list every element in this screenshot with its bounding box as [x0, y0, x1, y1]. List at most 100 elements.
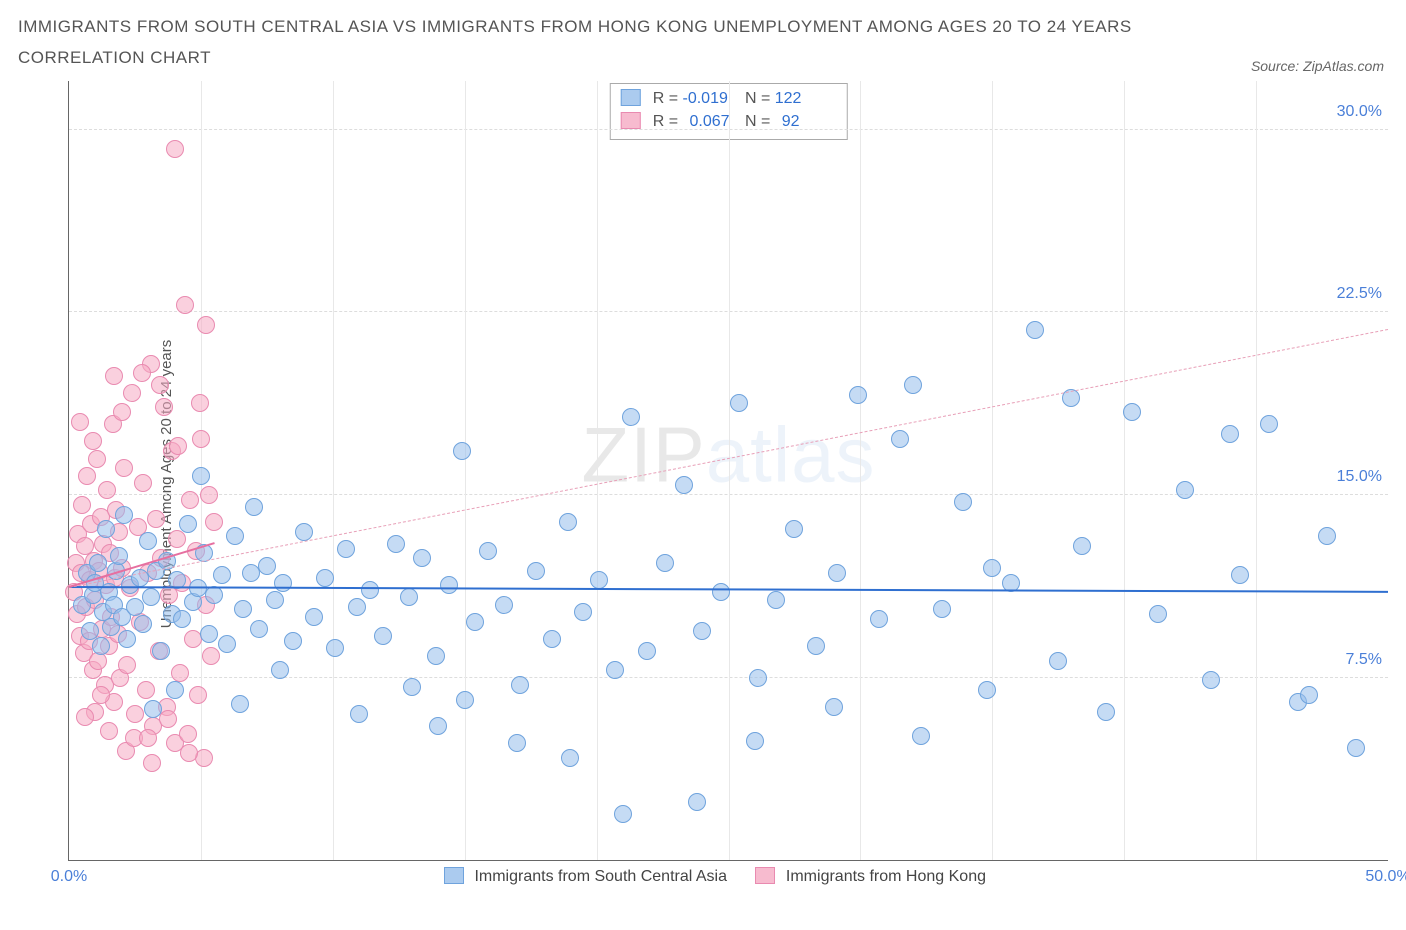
data-point-blue	[543, 630, 561, 648]
data-point-blue	[688, 793, 706, 811]
data-point-pink	[205, 513, 223, 531]
x-tick-label: 50.0%	[1365, 868, 1406, 886]
gridline-v	[992, 81, 993, 860]
data-point-blue	[427, 647, 445, 665]
data-point-blue	[891, 430, 909, 448]
data-point-blue	[400, 588, 418, 606]
data-point-blue	[295, 523, 313, 541]
data-point-blue	[266, 591, 284, 609]
data-point-blue	[825, 698, 843, 716]
data-point-blue	[115, 506, 133, 524]
data-point-pink	[139, 729, 157, 747]
data-point-blue	[110, 547, 128, 565]
data-point-pink	[115, 459, 133, 477]
data-point-blue	[305, 608, 323, 626]
data-point-blue	[250, 620, 268, 638]
chart-title-line1: IMMIGRANTS FROM SOUTH CENTRAL ASIA VS IM…	[18, 12, 1388, 43]
data-point-blue	[1318, 527, 1336, 545]
data-point-blue	[954, 493, 972, 511]
data-point-pink	[155, 398, 173, 416]
data-point-pink	[98, 481, 116, 499]
y-tick-label: 15.0%	[1337, 468, 1382, 486]
data-point-pink	[202, 647, 220, 665]
data-point-blue	[374, 627, 392, 645]
gridline-v	[1124, 81, 1125, 860]
gridline-v	[1256, 81, 1257, 860]
data-point-blue	[559, 513, 577, 531]
data-point-blue	[693, 622, 711, 640]
data-point-blue	[1221, 425, 1239, 443]
gridline-v	[860, 81, 861, 860]
y-tick-label: 22.5%	[1337, 285, 1382, 303]
data-point-blue	[403, 678, 421, 696]
swatch-pink-icon	[620, 112, 640, 129]
data-point-blue	[274, 574, 292, 592]
data-point-blue	[173, 610, 191, 628]
data-point-blue	[606, 661, 624, 679]
data-point-blue	[1202, 671, 1220, 689]
data-point-blue	[245, 498, 263, 516]
data-point-blue	[284, 632, 302, 650]
data-point-blue	[231, 695, 249, 713]
data-point-blue	[912, 727, 930, 745]
data-point-blue	[139, 532, 157, 550]
bottom-legend: Immigrants from South Central Asia Immig…	[18, 867, 1388, 886]
data-point-blue	[218, 635, 236, 653]
data-point-blue	[983, 559, 1001, 577]
data-point-pink	[179, 725, 197, 743]
data-point-pink	[134, 474, 152, 492]
legend-label-pink: Immigrants from Hong Kong	[786, 868, 986, 885]
data-point-pink	[166, 140, 184, 158]
data-point-blue	[849, 386, 867, 404]
data-point-blue	[828, 564, 846, 582]
data-point-blue	[785, 520, 803, 538]
data-point-blue	[1123, 403, 1141, 421]
data-point-pink	[113, 403, 131, 421]
gridline-v	[729, 81, 730, 860]
data-point-pink	[137, 681, 155, 699]
data-point-blue	[730, 394, 748, 412]
data-point-pink	[189, 686, 207, 704]
data-point-blue	[1149, 605, 1167, 623]
data-point-blue	[152, 642, 170, 660]
legend-label-blue: Immigrants from South Central Asia	[474, 868, 727, 885]
data-point-blue	[429, 717, 447, 735]
data-point-blue	[453, 442, 471, 460]
data-point-blue	[118, 630, 136, 648]
data-point-blue	[440, 576, 458, 594]
data-point-blue	[574, 603, 592, 621]
data-point-blue	[508, 734, 526, 752]
data-point-pink	[105, 367, 123, 385]
data-point-blue	[870, 610, 888, 628]
data-point-pink	[100, 722, 118, 740]
data-point-blue	[413, 549, 431, 567]
data-point-blue	[807, 637, 825, 655]
data-point-blue	[316, 569, 334, 587]
data-point-blue	[92, 637, 110, 655]
data-point-blue	[1176, 481, 1194, 499]
data-point-blue	[767, 591, 785, 609]
data-point-pink	[71, 413, 89, 431]
data-point-blue	[337, 540, 355, 558]
data-point-blue	[1026, 321, 1044, 339]
data-point-pink	[169, 437, 187, 455]
y-tick-label: 30.0%	[1337, 103, 1382, 121]
data-point-pink	[78, 467, 96, 485]
data-point-blue	[904, 376, 922, 394]
data-point-blue	[978, 681, 996, 699]
data-point-blue	[1347, 739, 1365, 757]
correlation-row-blue: R = -0.019 N = 122	[620, 88, 833, 110]
data-point-blue	[590, 571, 608, 589]
y-tick-label: 7.5%	[1346, 651, 1382, 669]
data-point-blue	[746, 732, 764, 750]
data-point-pink	[192, 430, 210, 448]
data-point-blue	[1231, 566, 1249, 584]
data-point-blue	[656, 554, 674, 572]
data-point-blue	[527, 562, 545, 580]
data-point-blue	[495, 596, 513, 614]
chart-container: Unemployment Among Ages 20 to 24 years Z…	[18, 81, 1388, 886]
data-point-blue	[387, 535, 405, 553]
data-point-blue	[200, 625, 218, 643]
data-point-blue	[933, 600, 951, 618]
data-point-pink	[76, 708, 94, 726]
